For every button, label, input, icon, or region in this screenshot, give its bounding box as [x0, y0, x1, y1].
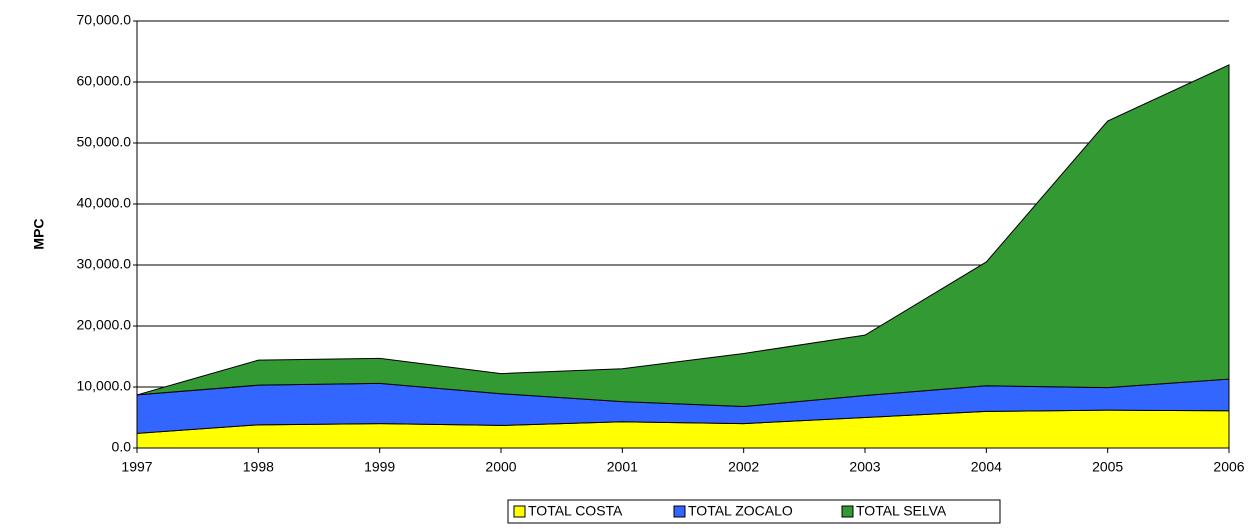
y-tick-label: 30,000.0: [77, 256, 132, 272]
legend-swatch: [673, 505, 686, 518]
legend-label: TOTAL ZOCALO: [688, 503, 793, 519]
y-tick-label: 70,000.0: [77, 12, 132, 28]
y-tick-label: 40,000.0: [77, 195, 132, 211]
area: [136, 64, 1230, 408]
x-tick-label: 1998: [243, 459, 274, 475]
x-tick-label: 2004: [971, 459, 1002, 475]
x-tick-label: 2005: [1092, 459, 1123, 475]
y-tick-label: 10,000.0: [77, 378, 132, 394]
x-tick-label: 2006: [1213, 459, 1244, 475]
x-tick-label: 1997: [121, 459, 152, 475]
y-axis-label: MPC: [31, 218, 47, 249]
x-tick-label: 2003: [849, 459, 880, 475]
y-tick-label: 50,000.0: [77, 134, 132, 150]
legend-swatch: [841, 505, 854, 518]
x-tick-label: 2001: [607, 459, 638, 475]
x-tick-label: 2002: [728, 459, 759, 475]
y-tick-label: 0.0: [112, 439, 132, 455]
legend-swatch: [513, 505, 526, 518]
legend-label: TOTAL SELVA: [856, 503, 947, 519]
y-tick-label: 20,000.0: [77, 317, 132, 333]
x-tick-label: 1999: [364, 459, 395, 475]
x-tick-label: 2000: [485, 459, 516, 475]
legend-label: TOTAL COSTA: [528, 503, 623, 519]
y-tick-label: 60,000.0: [77, 73, 132, 89]
legend-box: [507, 499, 1001, 524]
